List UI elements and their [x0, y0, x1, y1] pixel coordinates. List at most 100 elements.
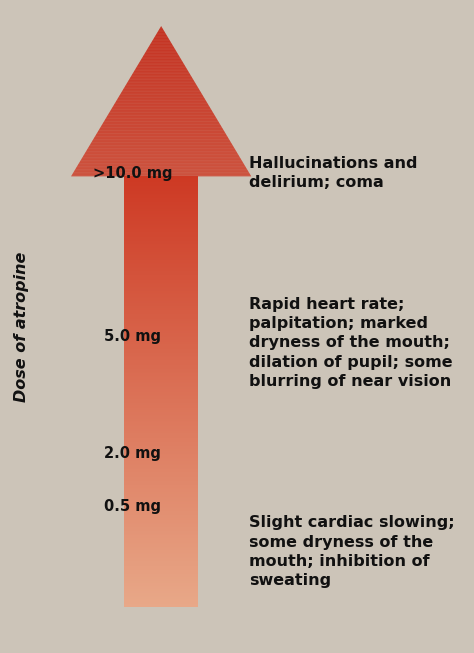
Bar [124, 260, 198, 261]
Bar [124, 479, 198, 481]
Polygon shape [111, 108, 211, 110]
Bar [124, 248, 198, 249]
Bar [124, 340, 198, 342]
Polygon shape [98, 131, 225, 132]
Bar [124, 590, 198, 592]
Polygon shape [80, 161, 243, 162]
Polygon shape [93, 139, 229, 140]
Bar [124, 372, 198, 373]
Bar [124, 596, 198, 597]
Bar [124, 346, 198, 347]
Bar [124, 445, 198, 447]
Polygon shape [142, 57, 181, 58]
Bar [124, 328, 198, 330]
Bar [124, 577, 198, 579]
Bar [124, 511, 198, 513]
Bar [124, 249, 198, 251]
Bar [124, 500, 198, 501]
Bar [124, 350, 198, 351]
Bar [124, 270, 198, 271]
Bar [124, 383, 198, 385]
Bar [124, 448, 198, 449]
Polygon shape [76, 168, 246, 169]
Polygon shape [159, 28, 163, 29]
Polygon shape [136, 67, 186, 68]
Polygon shape [127, 82, 195, 83]
Bar [124, 558, 198, 560]
Bar [124, 326, 198, 327]
Bar [124, 423, 198, 425]
Bar [124, 234, 198, 235]
Polygon shape [114, 103, 208, 104]
Bar [124, 373, 198, 375]
Polygon shape [152, 41, 171, 42]
Bar [124, 494, 198, 495]
Polygon shape [92, 140, 230, 141]
Bar [124, 197, 198, 198]
Text: 5.0 mg: 5.0 mg [104, 329, 161, 343]
Bar [124, 291, 198, 293]
Polygon shape [105, 119, 218, 120]
Bar [124, 235, 198, 236]
Bar [124, 360, 198, 362]
Bar [124, 541, 198, 543]
Polygon shape [121, 91, 201, 92]
Bar [124, 524, 198, 526]
Text: Slight cardiac slowing;
some dryness of the
mouth; inhibition of
sweating: Slight cardiac slowing; some dryness of … [249, 515, 455, 588]
Bar [124, 351, 198, 353]
Bar [124, 222, 198, 224]
Bar [124, 497, 198, 498]
Polygon shape [96, 133, 226, 135]
Polygon shape [102, 123, 219, 124]
Bar [124, 483, 198, 484]
Text: Rapid heart rate;
palpitation; marked
dryness of the mouth;
dilation of pupil; s: Rapid heart rate; palpitation; marked dr… [249, 297, 453, 389]
Bar [124, 293, 198, 294]
Bar [124, 538, 198, 540]
Bar [124, 206, 198, 208]
Polygon shape [104, 120, 218, 121]
Polygon shape [97, 132, 225, 133]
Bar [124, 215, 198, 217]
Bar [124, 387, 198, 389]
Bar [124, 364, 198, 366]
Polygon shape [125, 86, 198, 87]
Bar [124, 563, 198, 564]
Bar [124, 517, 198, 518]
Polygon shape [110, 110, 212, 111]
Bar [124, 428, 198, 429]
Polygon shape [136, 68, 187, 69]
Text: >10.0 mg: >10.0 mg [93, 166, 173, 180]
Bar [124, 272, 198, 274]
Bar [124, 268, 198, 270]
Bar [124, 327, 198, 328]
Polygon shape [112, 106, 210, 107]
Bar [124, 472, 198, 473]
Bar [124, 452, 198, 454]
Polygon shape [110, 111, 212, 112]
Bar [124, 438, 198, 439]
Bar [124, 411, 198, 412]
Bar [124, 606, 198, 607]
Bar [124, 436, 198, 438]
Bar [124, 495, 198, 497]
Bar [124, 246, 198, 247]
Polygon shape [116, 101, 207, 102]
Bar [124, 330, 198, 332]
Bar [124, 451, 198, 452]
Bar [124, 379, 198, 380]
Bar [124, 179, 198, 181]
Polygon shape [103, 122, 219, 123]
Bar [124, 592, 198, 593]
Bar [124, 228, 198, 229]
Bar [124, 193, 198, 195]
Polygon shape [161, 26, 162, 27]
Bar [124, 181, 198, 182]
Bar [124, 425, 198, 426]
Bar [124, 319, 198, 320]
Bar [124, 490, 198, 491]
Polygon shape [103, 121, 219, 122]
Text: Dose of atropine: Dose of atropine [14, 251, 29, 402]
Polygon shape [95, 135, 227, 136]
Polygon shape [148, 46, 174, 47]
Bar [124, 418, 198, 419]
